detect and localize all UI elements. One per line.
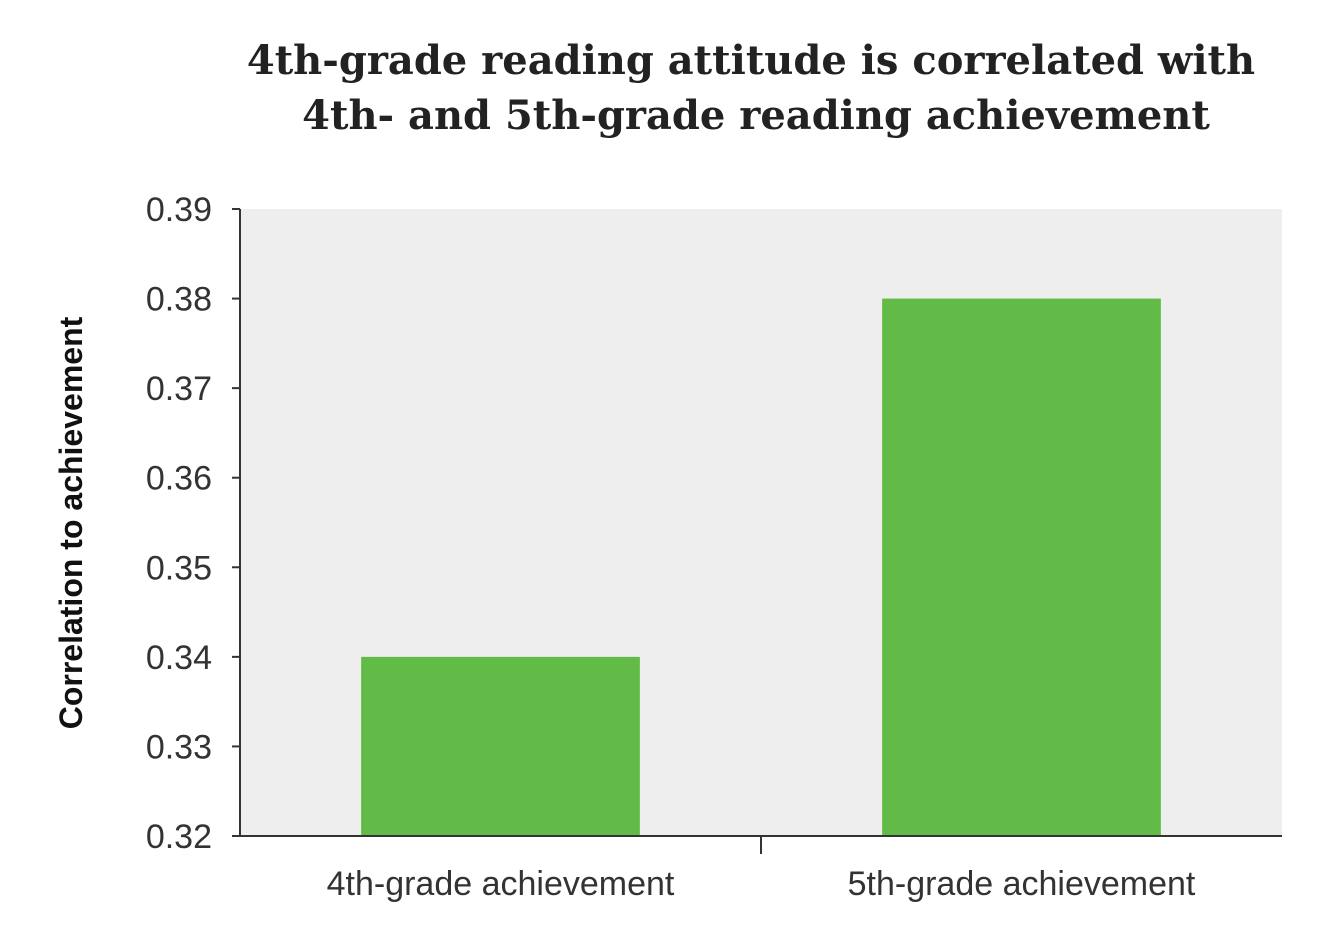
y-tick-label: 0.33 [146, 728, 212, 766]
x-category-label: 5th-grade achievement [848, 865, 1196, 903]
y-tick-label: 0.39 [146, 191, 212, 229]
y-tick-label: 0.32 [146, 818, 212, 856]
bar-2 [882, 298, 1161, 837]
y-tick-label: 0.35 [146, 549, 212, 587]
y-axis-label: Correlation to achievement [53, 316, 89, 729]
y-tick-label: 0.38 [146, 281, 212, 319]
x-category-label: 4th-grade achievement [327, 865, 675, 903]
chart-title-line-2: 4th- and 5th-grade reading achievement [302, 92, 1210, 139]
bar-1 [361, 656, 640, 836]
chart-title-line-1: 4th-grade reading attitude is correlated… [247, 37, 1255, 84]
bars-group [361, 298, 1161, 837]
y-tick-label: 0.36 [146, 460, 212, 498]
y-tick-label: 0.34 [146, 639, 212, 677]
x-axis: 4th-grade achievement 5th-grade achieveme… [240, 835, 1282, 903]
y-axis: 0.32 0.33 0.34 0.35 0.36 0.37 0.38 0.39 [146, 191, 241, 856]
y-tick-label: 0.37 [146, 370, 212, 408]
